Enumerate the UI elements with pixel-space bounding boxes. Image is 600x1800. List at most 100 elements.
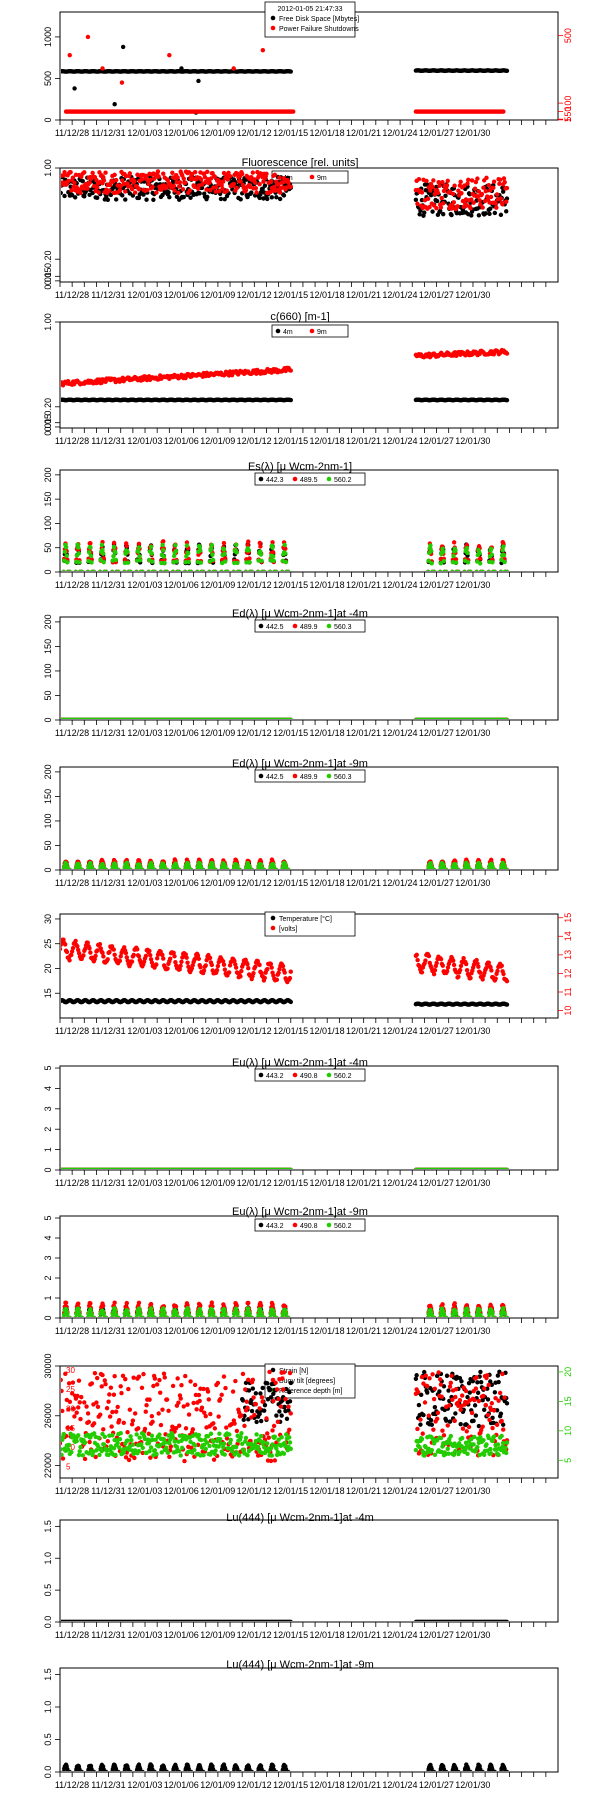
data-point [219,197,223,201]
data-point [439,205,443,209]
data-point [123,189,127,193]
data-point [162,554,166,558]
data-point [499,196,503,200]
data-point [185,543,189,547]
data-point [199,177,203,181]
data-point [175,175,179,179]
data-point [204,187,208,191]
data-point [505,69,509,73]
data-point [148,178,152,182]
data-point [101,551,105,555]
data-point [73,195,77,199]
chart-disk-power: 11/12/28 11/12/31 12/01/03 12/01/06 12/01/09… [43,2,573,138]
data-point [439,196,443,200]
data-point [246,539,250,543]
data-point [167,53,171,57]
data-point [186,551,190,555]
data-point [490,552,494,556]
data-point [452,183,456,187]
data-point [265,197,269,201]
data-point [77,560,81,564]
data-point [166,190,170,194]
y-tick-label: 0 [43,717,53,722]
data-point [435,199,439,203]
data-point [114,197,118,201]
x-tick-label: 12/01/06 [164,436,199,446]
data-point [499,213,503,217]
data-point [72,86,76,90]
x-tick-label: 12/01/15 [273,728,308,738]
data-point [188,188,192,192]
x-tick-label: 12/01/03 [127,436,162,446]
chart-title: Es(λ) [μ Wcm-2nm-1] [248,461,352,473]
data-point [102,178,106,182]
data-point [183,180,187,184]
x-tick-label: 12/01/09 [200,728,235,738]
data-point [269,179,273,183]
data-point [455,204,459,208]
x-tick-label: 12/01/30 [455,728,490,738]
data-point [441,212,445,216]
data-point [89,560,93,564]
data-point [177,184,181,188]
data-point [211,558,215,562]
data-point [493,201,497,205]
data-point [504,200,508,204]
data-point [247,548,251,552]
data-point [88,541,92,545]
data-point [225,189,229,193]
legend-label: 489.5 [300,477,318,484]
y-tick-label: 1000 [43,27,53,47]
x-tick-label: 12/01/21 [346,128,381,138]
data-point [453,549,457,553]
data-point [283,551,287,555]
legend-marker [310,329,315,334]
x-tick-label: 12/01/15 [273,436,308,446]
data-point [251,170,255,174]
x-tick-label: 12/01/24 [382,580,417,590]
x-tick-label: 12/01/06 [164,290,199,300]
plot-frame [60,767,558,870]
data-point [470,178,474,182]
legend-title: 2012-01-05 21:47:33 [278,6,343,13]
data-point [87,181,91,185]
data-point [65,560,69,564]
data-point [478,561,482,565]
data-point [451,554,455,558]
x-tick-label: 12/01/27 [419,580,454,590]
data-point [132,179,136,183]
x-tick-label: 12/01/30 [455,128,490,138]
x-tick-label: 12/01/03 [127,878,162,888]
x-tick-label: 12/01/27 [419,436,454,446]
data-point [121,45,125,49]
x-tick-label: 12/01/18 [310,290,345,300]
data-point [488,206,492,210]
y-tick-label: 200 [43,764,53,779]
x-tick-label: 11/12/28 [55,728,89,738]
data-point [167,195,171,199]
data-point [504,209,508,213]
legend-label: Power Failure Shutdowns [279,26,359,33]
legend-label: Free Disk Space [Mbytes] [279,16,359,23]
data-point [156,174,160,178]
x-tick-label: 11/12/31 [91,728,125,738]
data-point [431,178,435,182]
data-point [263,183,267,187]
data-point [162,561,166,565]
data-point [137,545,141,549]
data-point [151,198,155,202]
data-point [161,171,165,175]
data-point [89,554,93,558]
data-point [452,540,456,544]
data-point [253,180,257,184]
data-point [100,543,104,547]
data-point [270,545,274,549]
data-point [475,176,479,180]
legend-marker [259,624,264,629]
data-point [64,554,68,558]
legend-label: 560.2 [334,477,352,484]
data-point [95,185,99,189]
data-point [150,185,154,189]
